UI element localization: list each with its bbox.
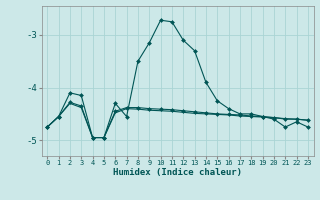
X-axis label: Humidex (Indice chaleur): Humidex (Indice chaleur) xyxy=(113,168,242,177)
